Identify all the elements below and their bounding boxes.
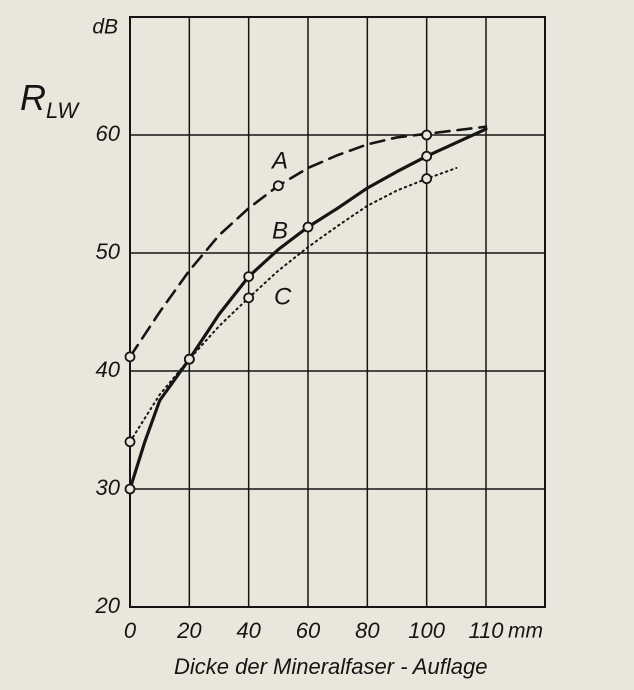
x-tick-label: 80: [355, 618, 380, 643]
data-point: [124, 436, 136, 448]
y-tick-label: 40: [96, 357, 121, 382]
data-point: [302, 221, 314, 233]
y-tick-label: 50: [96, 239, 121, 264]
data-point: [243, 292, 255, 304]
x-axis-title: Dicke der Mineralfaser - Auflage: [174, 654, 487, 679]
series-line: [128, 127, 488, 491]
y-tick-label: 30: [96, 475, 121, 500]
series-label: B: [272, 217, 288, 244]
data-point: [421, 173, 433, 185]
data-point: [421, 150, 433, 162]
data-point: [272, 180, 284, 192]
y-unit: dB: [92, 16, 118, 39]
data-point: [124, 483, 136, 495]
series-label: A: [270, 147, 288, 174]
x-tick-label: 0: [124, 618, 137, 643]
y-tick-label: 60: [96, 121, 121, 146]
series-line: [128, 125, 488, 359]
y-label: RLW: [20, 77, 80, 123]
x-tick-label: 110: [468, 618, 504, 643]
x-tick-label: 60: [296, 618, 321, 643]
x-tick-label: 20: [176, 618, 202, 643]
x-unit: mm: [508, 620, 543, 643]
x-tick-label: 100: [408, 618, 445, 643]
x-tick-label: 40: [236, 618, 261, 643]
series-line: [129, 167, 458, 443]
data-point: [183, 353, 195, 365]
y-label-sub: LW: [46, 98, 80, 123]
data-point: [421, 129, 433, 141]
y-tick-label: 20: [95, 593, 121, 618]
data-point: [124, 351, 136, 363]
y-label-main: R: [20, 77, 46, 118]
series-label: C: [274, 283, 292, 310]
data-point: [243, 271, 255, 283]
